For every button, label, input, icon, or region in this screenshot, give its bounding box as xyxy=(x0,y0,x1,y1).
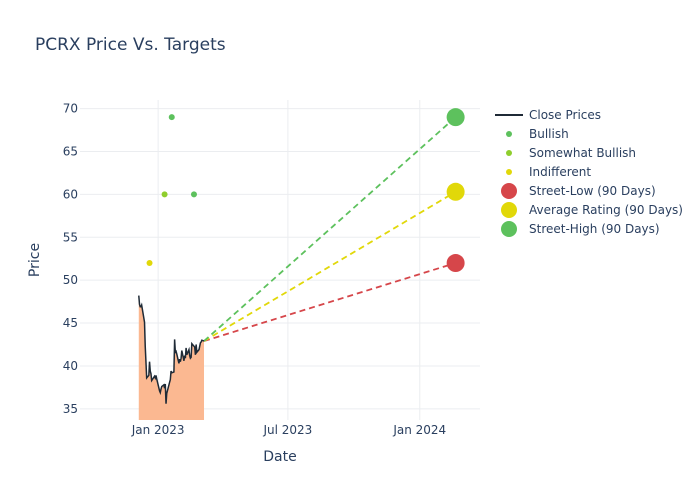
y-tick-label: 35 xyxy=(63,402,78,416)
close-price-line xyxy=(138,295,205,404)
x-tick-label: Jan 2024 xyxy=(392,423,446,437)
legend-swatch-target xyxy=(501,183,517,199)
y-tick-label: 55 xyxy=(63,230,78,244)
axis-ticks: 35 40 45 50 55 60 65 70 Jan 2023 Jul 2023 Jan 2024 xyxy=(63,102,446,437)
target-marker xyxy=(446,108,465,127)
legend-swatch-rating xyxy=(506,150,512,156)
legend-swatch-rating xyxy=(506,169,512,175)
rating-point xyxy=(146,260,153,267)
y-tick-label: 40 xyxy=(63,359,78,373)
legend-label: Average Rating (90 Days) xyxy=(529,203,683,217)
price-line xyxy=(138,295,205,404)
legend-swatch-target xyxy=(501,221,517,237)
rating-points xyxy=(146,114,197,267)
legend-label: Close Prices xyxy=(529,108,601,122)
price-area xyxy=(138,295,205,420)
chart-title: PCRX Price Vs. Targets xyxy=(35,35,226,55)
legend-label: Street-Low (90 Days) xyxy=(529,184,656,198)
target-line xyxy=(203,191,457,342)
close-price-area xyxy=(138,295,205,420)
y-tick-label: 45 xyxy=(63,316,78,330)
rating-point xyxy=(190,191,197,198)
legend-label: Indifferent xyxy=(529,165,591,179)
target-lines xyxy=(203,116,457,342)
y-tick-label: 50 xyxy=(63,273,78,287)
y-tick-label: 60 xyxy=(63,187,78,201)
target-line xyxy=(203,116,457,342)
legend-label: Bullish xyxy=(529,127,569,141)
y-axis-title: Price xyxy=(27,243,43,277)
legend-swatch-target xyxy=(501,202,517,218)
x-tick-label: Jul 2023 xyxy=(262,423,312,437)
legend: Close Prices Bullish Somewhat Bullish Indif… xyxy=(495,108,683,237)
target-markers xyxy=(446,108,465,273)
rating-point xyxy=(161,191,168,198)
y-tick-label: 65 xyxy=(63,144,78,158)
legend-label: Somewhat Bullish xyxy=(529,146,636,160)
target-marker xyxy=(446,254,465,273)
y-tick-label: 70 xyxy=(63,102,78,116)
x-axis-title: Date xyxy=(263,449,296,465)
legend-label: Street-High (90 Days) xyxy=(529,222,660,236)
rating-point xyxy=(168,114,175,121)
x-tick-label: Jan 2023 xyxy=(131,423,185,437)
target-marker xyxy=(446,182,465,201)
target-line xyxy=(203,262,456,342)
legend-swatch-rating xyxy=(506,131,512,137)
